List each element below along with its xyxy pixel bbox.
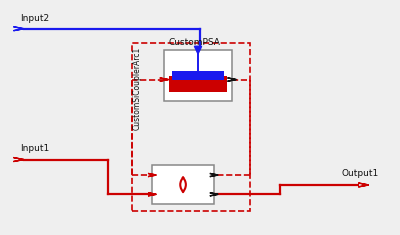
- Polygon shape: [160, 78, 168, 81]
- Polygon shape: [14, 158, 24, 161]
- Polygon shape: [148, 193, 156, 196]
- Text: CustomSiCouplerArc1: CustomSiCouplerArc1: [133, 47, 142, 130]
- Bar: [172, 71, 224, 80]
- Bar: [152, 165, 214, 204]
- Polygon shape: [210, 193, 218, 196]
- Polygon shape: [194, 46, 202, 54]
- Polygon shape: [14, 27, 24, 31]
- Bar: [169, 76, 227, 92]
- Bar: [132, 43, 250, 211]
- Polygon shape: [148, 173, 156, 177]
- Polygon shape: [358, 183, 369, 187]
- Text: Input1: Input1: [21, 144, 50, 153]
- Text: CustomPSA: CustomPSA: [168, 38, 220, 47]
- Polygon shape: [228, 78, 236, 81]
- Text: Output1: Output1: [342, 169, 379, 178]
- Text: Input2: Input2: [21, 14, 50, 23]
- Bar: [164, 50, 232, 101]
- Polygon shape: [210, 173, 218, 177]
